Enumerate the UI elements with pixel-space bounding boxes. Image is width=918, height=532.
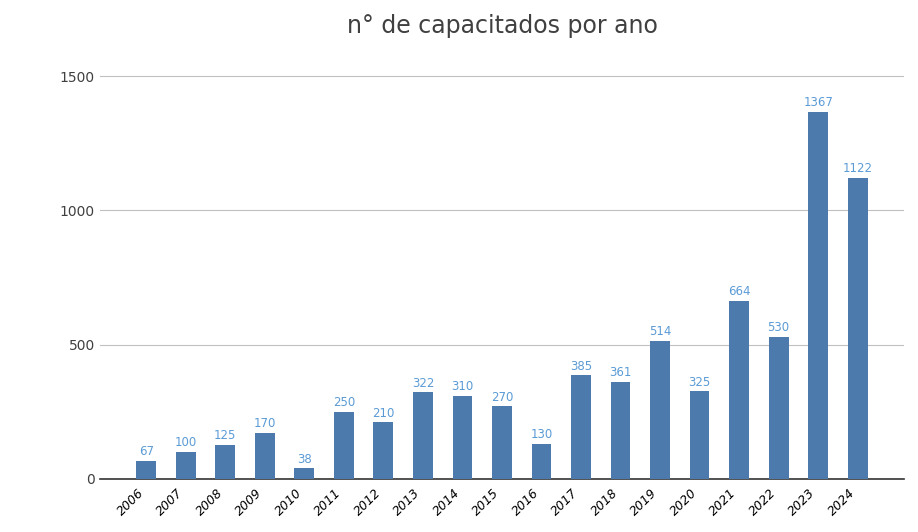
Text: 250: 250 [332, 396, 355, 409]
Text: 130: 130 [531, 428, 553, 441]
Text: 1367: 1367 [803, 96, 833, 110]
Bar [453, 395, 472, 479]
Text: 38: 38 [297, 453, 312, 466]
Text: 325: 325 [688, 376, 711, 389]
Bar [768, 337, 789, 479]
Text: 67: 67 [139, 445, 153, 458]
Title: n° de capacitados por ano: n° de capacitados por ano [346, 14, 657, 38]
Bar [176, 452, 196, 479]
Bar [689, 392, 710, 479]
Text: 322: 322 [411, 377, 434, 389]
Text: 270: 270 [491, 390, 513, 404]
Text: 530: 530 [767, 321, 789, 334]
Text: 125: 125 [214, 429, 237, 443]
Bar [413, 392, 432, 479]
Bar [137, 461, 156, 479]
Bar [334, 412, 353, 479]
Bar [295, 469, 314, 479]
Text: 1122: 1122 [843, 162, 873, 175]
Bar [492, 406, 512, 479]
Bar [848, 178, 868, 479]
Bar [532, 444, 552, 479]
Text: 210: 210 [372, 406, 395, 420]
Text: 100: 100 [174, 436, 196, 449]
Bar [610, 382, 631, 479]
Text: 385: 385 [570, 360, 592, 373]
Bar [374, 422, 393, 479]
Text: 664: 664 [728, 285, 750, 298]
Bar [808, 112, 828, 479]
Bar [216, 445, 235, 479]
Bar [255, 433, 274, 479]
Bar [650, 341, 670, 479]
Bar [729, 301, 749, 479]
Text: 310: 310 [452, 380, 474, 393]
Text: 361: 361 [610, 366, 632, 379]
Bar [571, 376, 591, 479]
Text: 170: 170 [253, 418, 276, 430]
Text: 514: 514 [649, 325, 671, 338]
